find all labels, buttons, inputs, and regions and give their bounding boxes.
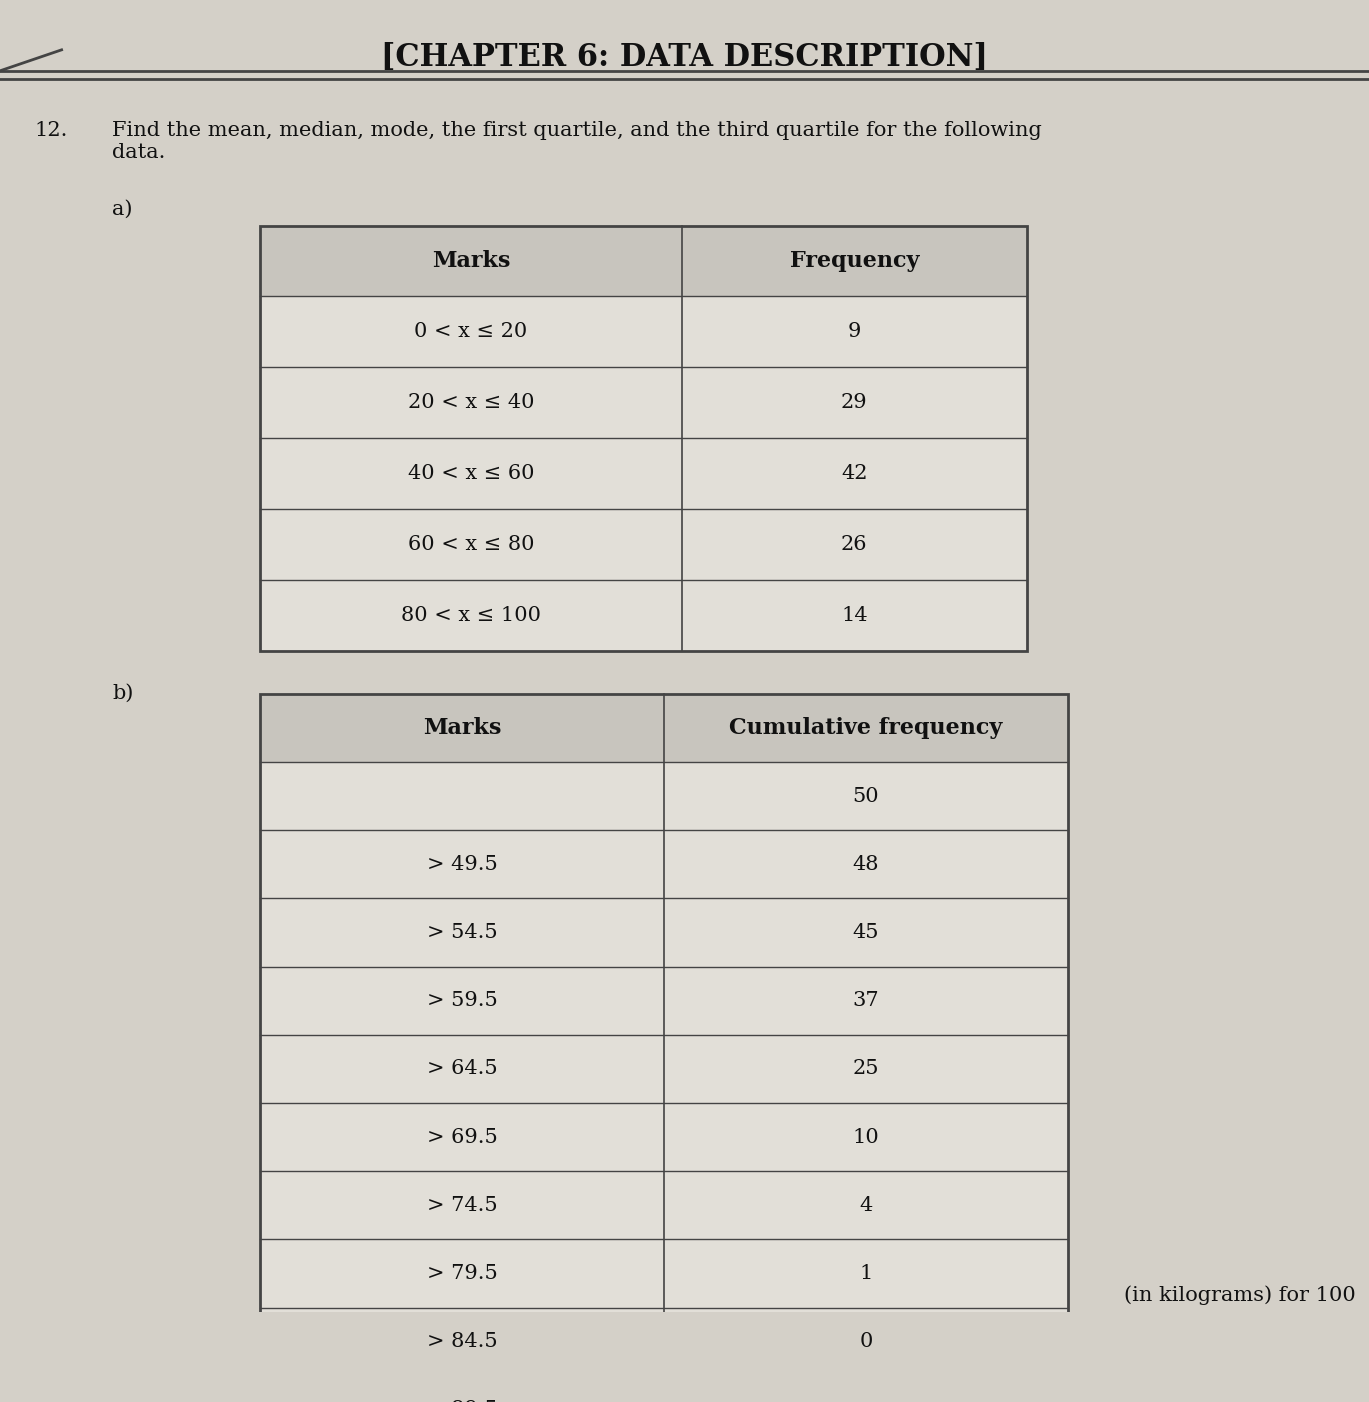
Bar <box>260 367 1027 437</box>
Text: 0: 0 <box>860 1332 872 1352</box>
Text: 25: 25 <box>853 1060 879 1078</box>
Text: 10: 10 <box>853 1127 879 1147</box>
Text: 42: 42 <box>841 464 868 482</box>
Bar <box>260 1171 1068 1239</box>
Bar <box>260 1035 1068 1103</box>
Text: 37: 37 <box>853 991 879 1011</box>
Bar <box>260 509 1027 579</box>
Text: a): a) <box>112 199 133 219</box>
Text: (in kilograms) for 100: (in kilograms) for 100 <box>1124 1286 1355 1305</box>
Bar <box>260 296 1027 367</box>
Text: 20 < x ≤ 40: 20 < x ≤ 40 <box>408 393 534 412</box>
Text: 1: 1 <box>860 1265 872 1283</box>
Text: 9: 9 <box>847 322 861 341</box>
Text: 0 < x ≤ 20: 0 < x ≤ 20 <box>415 322 527 341</box>
Text: 26: 26 <box>841 534 868 554</box>
Text: 29: 29 <box>841 393 868 412</box>
Text: > 89.5: > 89.5 <box>427 1401 497 1402</box>
Text: > 79.5: > 79.5 <box>427 1265 497 1283</box>
Text: 80 < x ≤ 100: 80 < x ≤ 100 <box>401 606 541 625</box>
Text: 12.: 12. <box>34 121 67 140</box>
Text: > 54.5: > 54.5 <box>427 923 497 942</box>
Text: Marks: Marks <box>423 716 501 739</box>
Text: > 59.5: > 59.5 <box>427 991 497 1011</box>
Text: b): b) <box>112 683 134 702</box>
Text: 45: 45 <box>853 923 879 942</box>
Bar <box>260 1308 1068 1375</box>
Text: > 84.5: > 84.5 <box>427 1332 497 1352</box>
Text: 48: 48 <box>853 855 879 873</box>
Bar <box>260 694 1068 763</box>
Bar <box>260 579 1027 651</box>
Bar <box>260 226 1027 296</box>
Text: > 74.5: > 74.5 <box>427 1196 497 1214</box>
Bar <box>260 694 1068 1402</box>
Bar <box>260 899 1068 966</box>
Bar <box>260 763 1068 830</box>
Bar <box>260 1239 1068 1308</box>
Text: > 64.5: > 64.5 <box>427 1060 497 1078</box>
Text: Frequency: Frequency <box>790 250 919 272</box>
Bar <box>260 437 1027 509</box>
Text: > 49.5: > 49.5 <box>427 855 497 873</box>
Text: [CHAPTER 6: DATA DESCRIPTION]: [CHAPTER 6: DATA DESCRIPTION] <box>381 42 988 73</box>
Bar <box>260 226 1027 651</box>
Text: 4: 4 <box>860 1196 872 1214</box>
Text: > 69.5: > 69.5 <box>427 1127 497 1147</box>
Text: Cumulative frequency: Cumulative frequency <box>730 716 1002 739</box>
Text: Marks: Marks <box>431 250 511 272</box>
Text: Find the mean, median, mode, the first quartile, and the third quartile for the : Find the mean, median, mode, the first q… <box>112 121 1042 161</box>
Bar <box>260 966 1068 1035</box>
Bar <box>260 1375 1068 1402</box>
Bar <box>260 830 1068 899</box>
Bar <box>260 1103 1068 1171</box>
Text: 14: 14 <box>841 606 868 625</box>
Text: 50: 50 <box>853 787 879 806</box>
Text: 40 < x ≤ 60: 40 < x ≤ 60 <box>408 464 534 482</box>
Text: 60 < x ≤ 80: 60 < x ≤ 80 <box>408 534 534 554</box>
